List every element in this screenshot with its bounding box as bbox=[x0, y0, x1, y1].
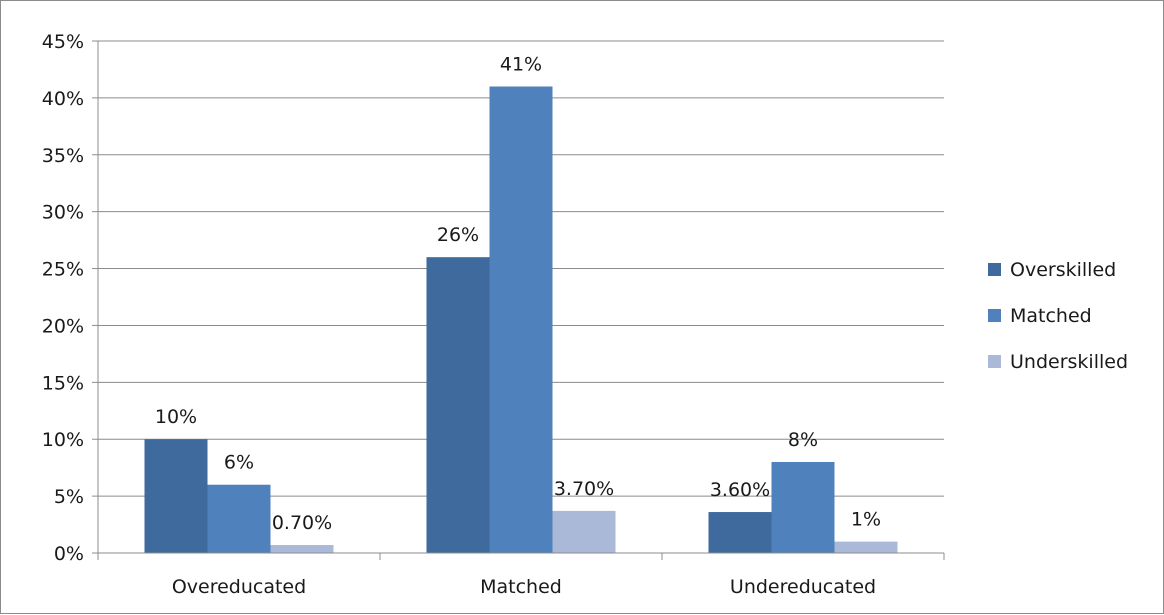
legend-swatch-matched bbox=[988, 309, 1001, 322]
y-tick-label: 15% bbox=[42, 372, 84, 394]
data-label-overskilled-undereducated: 3.60% bbox=[710, 479, 770, 501]
y-tick-label: 5% bbox=[54, 486, 84, 508]
bar-matched-undereducated bbox=[771, 461, 835, 553]
bar-matched-matched bbox=[489, 86, 553, 553]
data-label-underskilled-overeducated: 0.70% bbox=[272, 512, 332, 534]
legend: Overskilled Matched Underskilled bbox=[988, 259, 1128, 373]
y-tick-label: 0% bbox=[54, 543, 84, 565]
bar-overskilled-overeducated bbox=[144, 439, 208, 553]
y-tick-label: 40% bbox=[42, 88, 84, 110]
bars bbox=[144, 86, 898, 553]
legend-swatch-underskilled bbox=[988, 355, 1001, 368]
y-tick-label: 30% bbox=[42, 202, 84, 224]
bar-underskilled-undereducated bbox=[834, 541, 898, 553]
data-label-matched-undereducated: 8% bbox=[788, 429, 818, 451]
y-tick-label: 10% bbox=[42, 429, 84, 451]
y-axis-tick-labels: 0% 5% 10% 15% 20% 25% 30% 35% 40% 45% bbox=[42, 31, 84, 565]
bar-underskilled-overeducated bbox=[270, 545, 334, 553]
axes bbox=[92, 40, 945, 560]
legend-label-overskilled: Overskilled bbox=[1010, 259, 1116, 281]
y-tick-label: 25% bbox=[42, 259, 84, 281]
legend-label-matched: Matched bbox=[1010, 305, 1092, 327]
x-category-label: Overeducated bbox=[172, 576, 306, 598]
data-label-overskilled-matched: 26% bbox=[437, 224, 479, 246]
y-tick-label: 35% bbox=[42, 145, 84, 167]
data-label-matched-matched: 41% bbox=[500, 54, 542, 76]
x-axis-category-labels: Overeducated Matched Undereducated bbox=[172, 576, 876, 598]
bar-matched-overeducated bbox=[207, 484, 271, 553]
data-label-underskilled-undereducated: 1% bbox=[851, 509, 881, 531]
y-tick-label: 45% bbox=[42, 31, 84, 53]
legend-label-underskilled: Underskilled bbox=[1010, 351, 1128, 373]
bar-overskilled-undereducated bbox=[708, 512, 772, 553]
data-label-overskilled-overeducated: 10% bbox=[155, 406, 197, 428]
bar-overskilled-matched bbox=[426, 257, 490, 553]
bar-underskilled-matched bbox=[552, 510, 616, 553]
x-category-label: Matched bbox=[480, 576, 562, 598]
data-labels: 10% 6% 0.70% 26% 41% 3.70% 3.60% 8% 1% bbox=[155, 54, 881, 535]
x-category-label: Undereducated bbox=[730, 576, 876, 598]
legend-swatch-overskilled bbox=[988, 263, 1001, 276]
data-label-underskilled-matched: 3.70% bbox=[554, 478, 614, 500]
data-label-matched-overeducated: 6% bbox=[224, 452, 254, 474]
y-tick-label: 20% bbox=[42, 315, 84, 337]
